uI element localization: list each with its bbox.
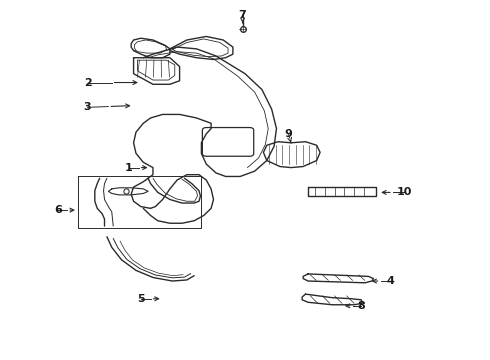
Text: 2: 2 bbox=[84, 77, 92, 87]
Text: 4: 4 bbox=[387, 276, 394, 286]
Text: 7: 7 bbox=[239, 10, 246, 20]
Text: 9: 9 bbox=[285, 129, 293, 139]
Text: 3: 3 bbox=[84, 102, 91, 112]
Text: 1: 1 bbox=[125, 163, 133, 172]
Text: 5: 5 bbox=[137, 294, 145, 304]
Text: 6: 6 bbox=[54, 205, 62, 215]
Text: 8: 8 bbox=[357, 301, 365, 311]
Text: 10: 10 bbox=[397, 188, 413, 197]
